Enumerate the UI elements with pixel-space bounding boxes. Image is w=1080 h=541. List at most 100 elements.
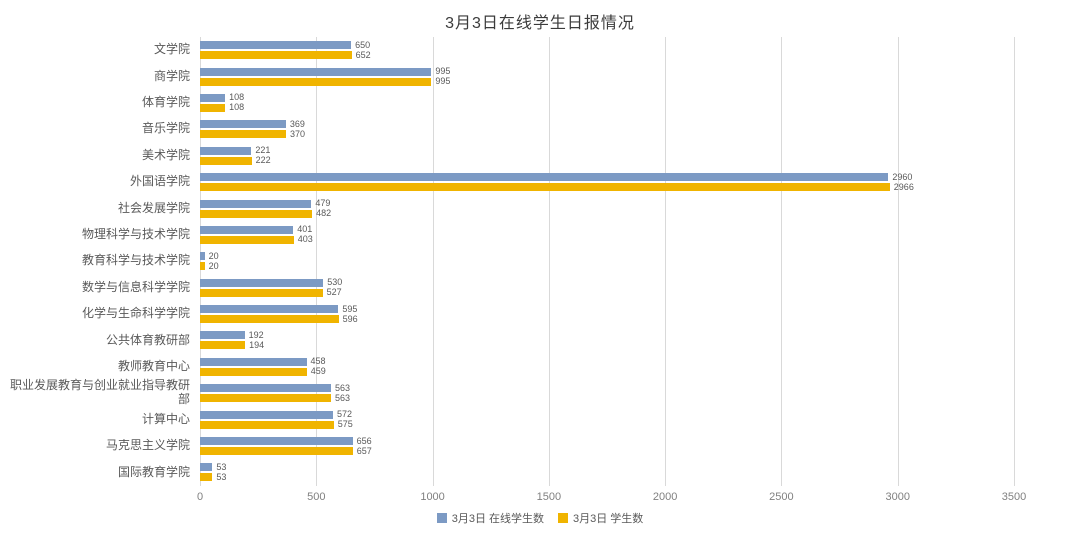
bar-value-label: 596 — [342, 313, 358, 324]
bar-online-students — [200, 199, 312, 208]
x-tick-label: 2500 — [769, 490, 794, 503]
category-label: 国际教育学院 — [117, 464, 190, 479]
bar-value-label: 403 — [297, 234, 313, 245]
bar-value-label: 108 — [229, 102, 245, 113]
bar-line: 403 — [200, 235, 1014, 244]
category-label: 化学与生命科学学院 — [81, 306, 190, 321]
bar-group: 53 53 — [200, 461, 1014, 482]
bar-total-students — [200, 288, 323, 297]
bar-line: 530 — [200, 278, 1014, 287]
x-tick-label: 1000 — [420, 490, 445, 503]
bar-online-students — [200, 437, 353, 446]
bar-total-students — [200, 235, 294, 244]
bar-total-students — [200, 77, 432, 86]
bar-row: 音乐学院 369 370 — [0, 116, 1080, 142]
bar-total-students — [200, 341, 246, 350]
bar-line: 2960 — [200, 171, 1014, 182]
bar-value-label: 575 — [337, 419, 353, 430]
bar-line: 222 — [200, 156, 1014, 165]
bar-value-label: 563 — [334, 382, 350, 393]
bar-group: 369 370 — [200, 118, 1014, 139]
bar-line: 479 — [200, 199, 1014, 208]
bar-row: 体育学院 108 108 — [0, 90, 1080, 116]
bar-row: 公共体育教研部 192 194 — [0, 327, 1080, 353]
bar-value-label: 563 — [334, 392, 350, 403]
bar-online-students — [200, 41, 352, 50]
bar-group: 595 596 — [200, 304, 1014, 324]
bar-value-label: 53 — [216, 461, 227, 472]
bar-value-label: 221 — [255, 145, 271, 156]
bar-online-students — [200, 410, 334, 419]
bar-line: 2966 — [200, 181, 1014, 192]
bar-total-students — [200, 51, 352, 60]
bar-total-students — [200, 420, 334, 429]
bar-line: 458 — [200, 357, 1014, 366]
bar-total-students — [200, 209, 313, 218]
bar-value-label: 2966 — [893, 181, 914, 192]
bar-group: 995 995 — [200, 67, 1014, 86]
bar-line: 192 — [200, 330, 1014, 340]
category-label: 文学院 — [153, 42, 190, 57]
bar-online-students — [200, 278, 324, 287]
bar-line: 652 — [200, 49, 1014, 60]
bar-line: 596 — [200, 313, 1014, 324]
bar-online-students — [200, 305, 339, 314]
bar-group: 2960 2966 — [200, 171, 1014, 192]
bar-line: 995 — [200, 77, 1014, 86]
bar-total-students — [200, 473, 213, 482]
bar-total-students — [200, 183, 890, 192]
bar-value-label: 652 — [355, 49, 371, 60]
bar-total-students — [200, 394, 331, 403]
bar-online-students — [200, 331, 245, 340]
legend-swatch-online — [436, 512, 447, 523]
bar-value-label: 2960 — [892, 171, 913, 182]
bar-line: 221 — [200, 146, 1014, 155]
bar-value-label: 530 — [327, 277, 343, 288]
bar-group: 530 527 — [200, 278, 1014, 297]
bar-line: 595 — [200, 304, 1014, 314]
bar-line: 563 — [200, 392, 1014, 403]
bar-group: 572 575 — [200, 410, 1014, 429]
bar-group: 221 222 — [200, 146, 1014, 165]
bar-line: 482 — [200, 209, 1014, 218]
bar-value-label: 20 — [208, 250, 219, 261]
bar-group: 401 403 — [200, 225, 1014, 244]
bar-line: 995 — [200, 67, 1014, 76]
bar-line: 572 — [200, 410, 1014, 419]
x-tick-label: 3000 — [885, 490, 910, 503]
bar-row: 职业发展教育与创业就业指导教研部 563 563 — [0, 378, 1080, 407]
bar-row: 物理科学与技术学院 401 403 — [0, 222, 1080, 248]
bar-row: 文学院 650 652 — [0, 37, 1080, 63]
legend-item-online: 3月3日 在线学生数 — [436, 510, 544, 526]
bar-value-label: 20 — [208, 260, 219, 271]
bar-line: 401 — [200, 225, 1014, 234]
bar-value-label: 650 — [355, 39, 371, 50]
bar-line: 459 — [200, 367, 1014, 376]
category-label: 教育科学与技术学院 — [81, 253, 190, 268]
x-tick-label: 1500 — [536, 490, 562, 503]
bar-row: 外国语学院 2960 2966 — [0, 169, 1080, 195]
category-label: 教师教育中心 — [117, 358, 190, 373]
bar-row: 马克思主义学院 656 657 — [0, 433, 1080, 459]
bar-line: 20 — [200, 260, 1014, 271]
bar-line: 53 — [200, 471, 1014, 482]
bar-total-students — [200, 103, 226, 112]
bar-row: 商学院 995 995 — [0, 63, 1080, 89]
category-label: 外国语学院 — [129, 174, 190, 189]
bar-group: 650 652 — [200, 39, 1014, 60]
bar-row: 社会发展学院 479 482 — [0, 195, 1080, 221]
bar-value-label: 222 — [255, 155, 271, 166]
bar-value-label: 401 — [297, 224, 313, 235]
category-label: 商学院 — [153, 68, 190, 83]
bar-value-label: 482 — [316, 208, 332, 219]
bar-value-label: 53 — [216, 471, 227, 482]
bar-row: 教育科学与技术学院 20 20 — [0, 248, 1080, 274]
category-label: 体育学院 — [141, 95, 190, 110]
bar-line: 108 — [200, 103, 1014, 112]
bar-value-label: 995 — [435, 76, 451, 87]
bar-group: 458 459 — [200, 357, 1014, 376]
bar-value-label: 369 — [289, 118, 305, 129]
category-label: 职业发展教育与创业就业指导教研部 — [9, 378, 190, 407]
bar-group: 20 20 — [200, 250, 1014, 271]
bar-online-students — [200, 384, 331, 393]
